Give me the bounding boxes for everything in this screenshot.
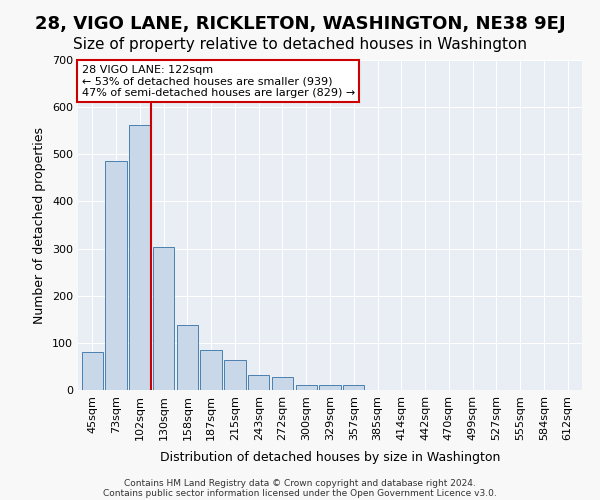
Bar [153, 247, 174, 390]
Text: 28, VIGO LANE, RICKLETON, WASHINGTON, NE38 9EJ: 28, VIGO LANE, RICKLETON, WASHINGTON, NE… [35, 15, 565, 33]
Bar [343, 386, 364, 390]
Bar [272, 378, 293, 390]
Text: Contains public sector information licensed under the Open Government Licence v3: Contains public sector information licen… [103, 488, 497, 498]
Y-axis label: Number of detached properties: Number of detached properties [34, 126, 46, 324]
Text: Contains HM Land Registry data © Crown copyright and database right 2024.: Contains HM Land Registry data © Crown c… [124, 478, 476, 488]
Text: 28 VIGO LANE: 122sqm
← 53% of detached houses are smaller (939)
47% of semi-deta: 28 VIGO LANE: 122sqm ← 53% of detached h… [82, 64, 355, 98]
Bar [319, 386, 341, 390]
Bar [82, 352, 103, 390]
Text: Size of property relative to detached houses in Washington: Size of property relative to detached ho… [73, 38, 527, 52]
Bar [248, 375, 269, 390]
X-axis label: Distribution of detached houses by size in Washington: Distribution of detached houses by size … [160, 451, 500, 464]
Bar [200, 350, 222, 390]
Bar [129, 124, 151, 390]
Bar [296, 386, 317, 390]
Bar [176, 326, 198, 390]
Bar [224, 360, 245, 390]
Bar [106, 162, 127, 390]
